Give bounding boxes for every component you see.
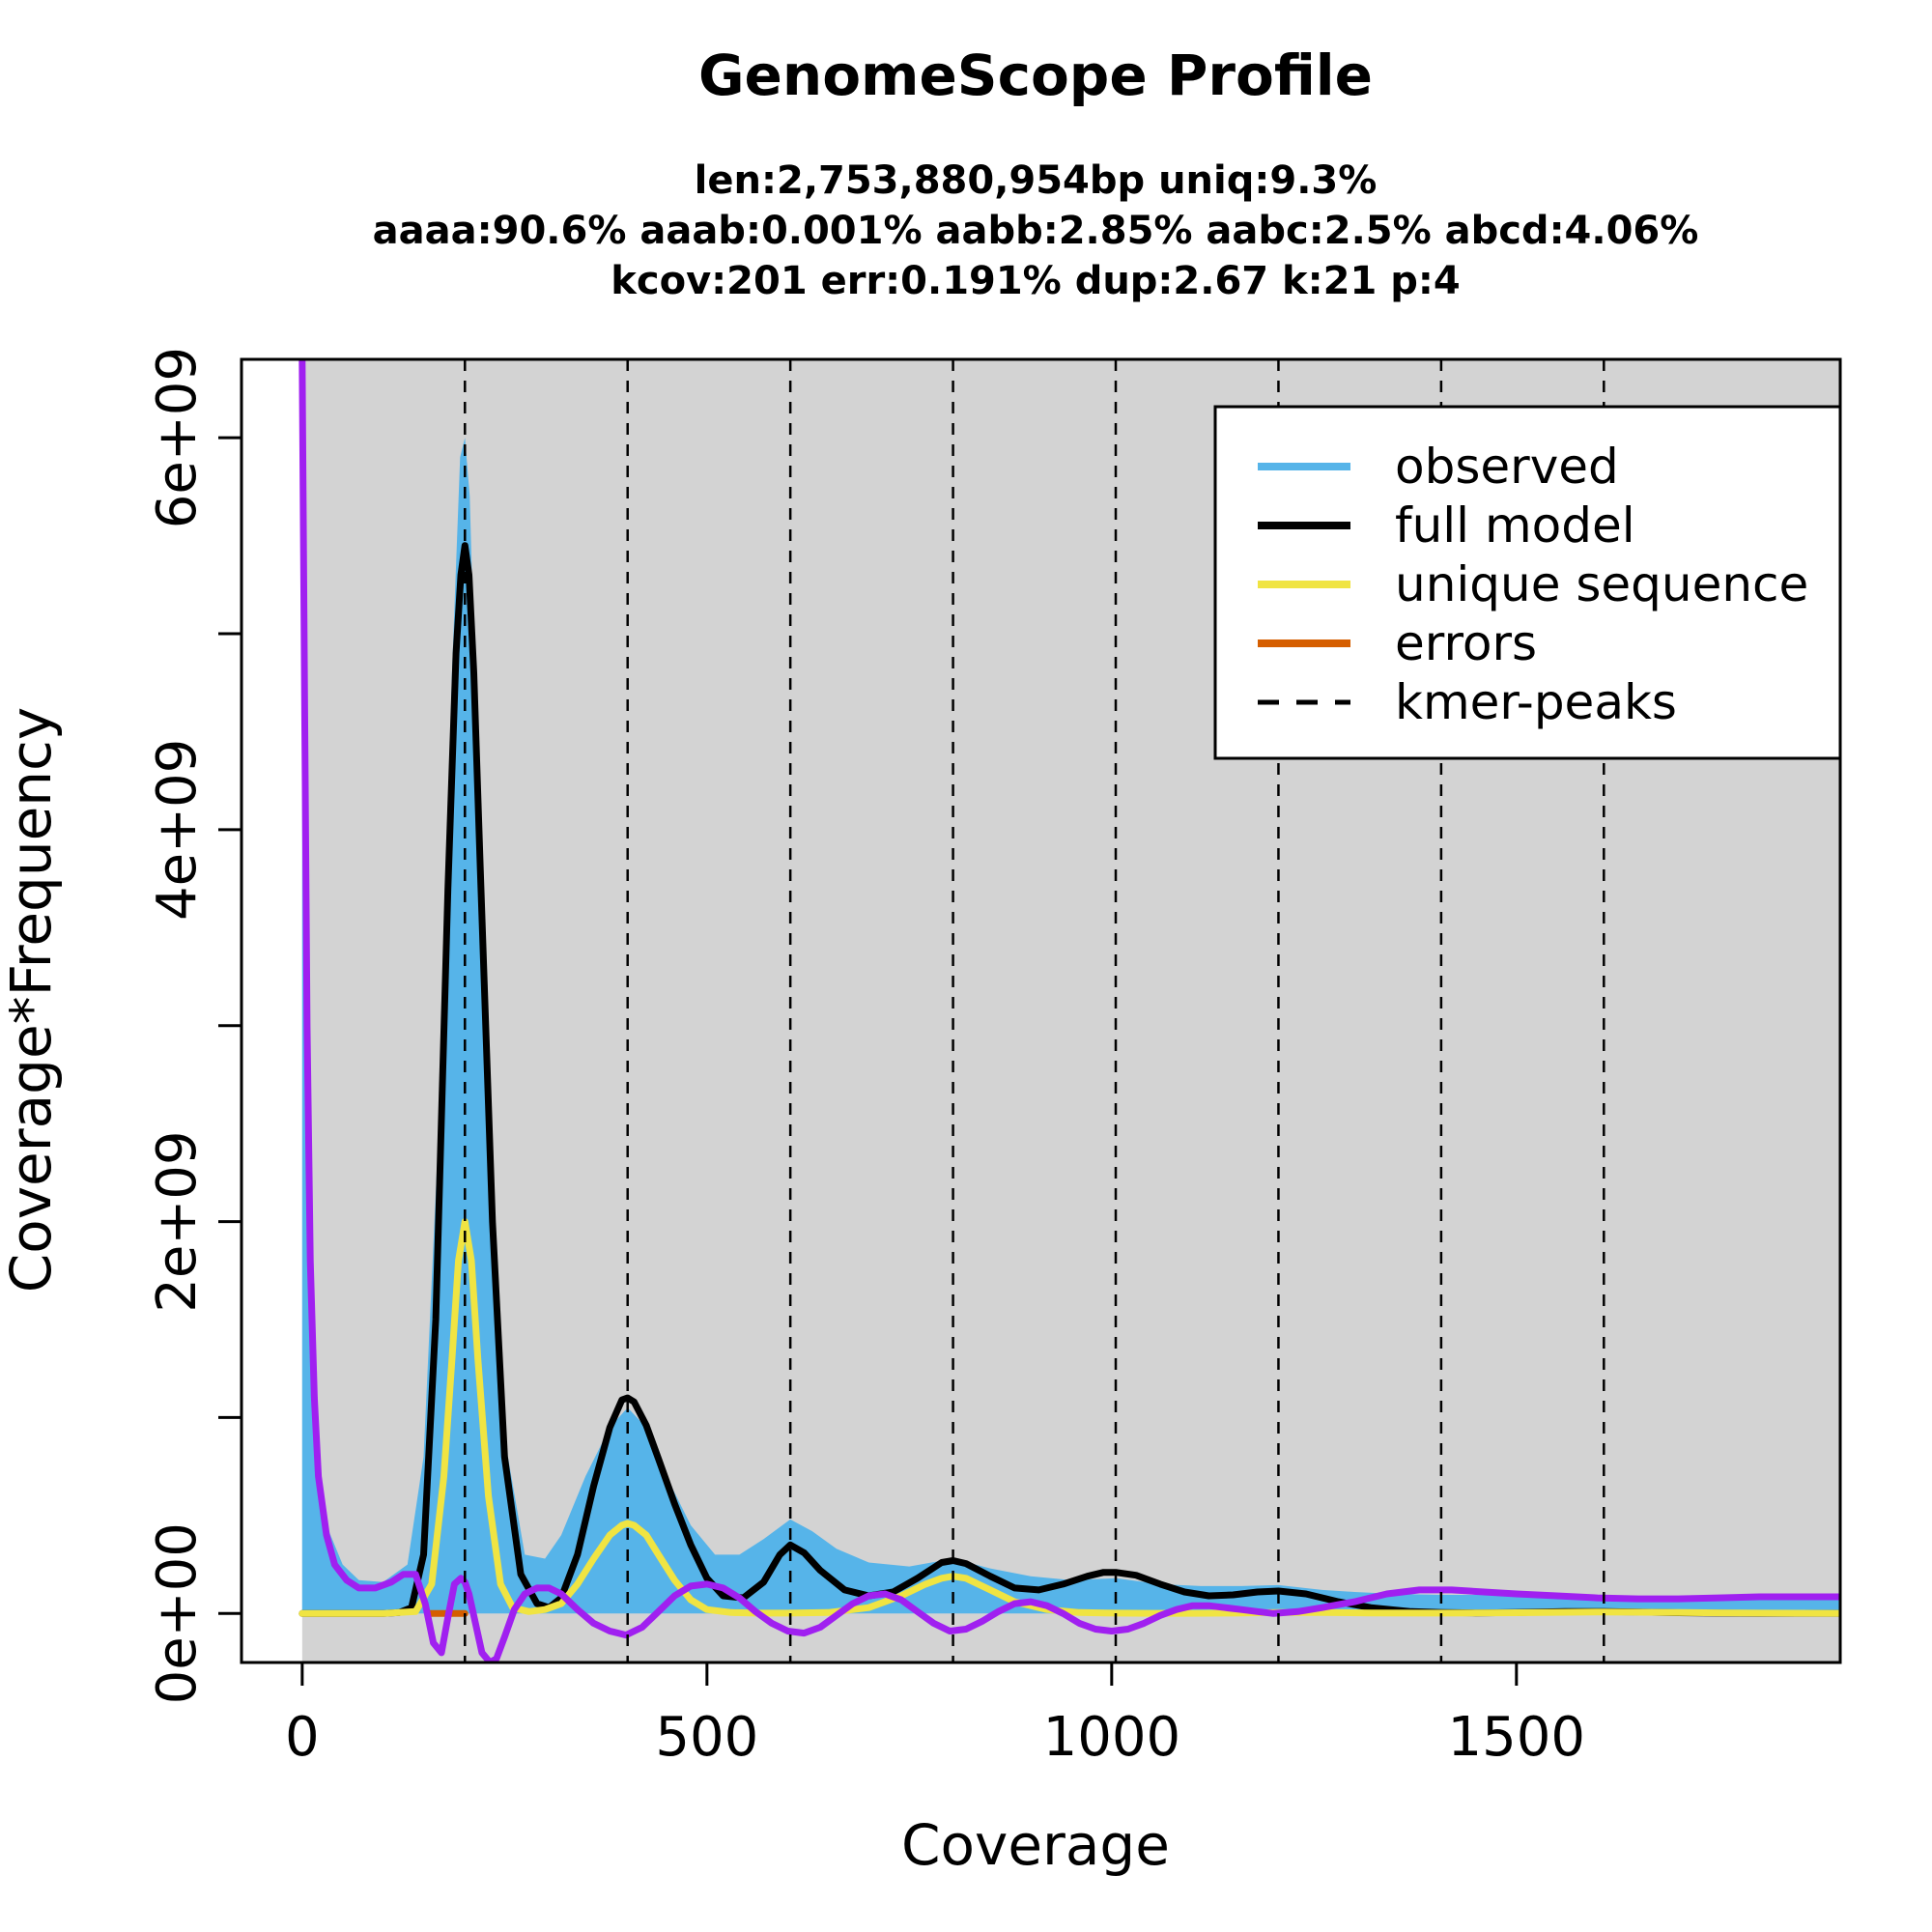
legend-label: observed — [1395, 439, 1619, 495]
series-unique-sequence-line — [298, 1218, 1840, 1617]
legend-label: full model — [1395, 497, 1635, 554]
series-full-model-line — [298, 542, 1840, 1617]
y-axis-label: Coverage*Frequency — [0, 707, 64, 1293]
y-tick-label: 2e+09 — [146, 1130, 209, 1312]
series-layer — [298, 359, 1840, 1662]
x-tick-label: 1000 — [1043, 1706, 1181, 1769]
y-axis: 0e+00 2e+09 4e+09 6e+09 — [146, 347, 242, 1704]
y-tick-label: 0e+00 — [146, 1522, 209, 1704]
series-observed-area — [301, 359, 1840, 1614]
x-tick-label: 500 — [655, 1706, 758, 1769]
subtitle-line-2: aaaa:90.6% aaab:0.001% aabb:2.85% aabc:2… — [373, 209, 1699, 253]
chart-title: GenomeScope Profile — [698, 43, 1373, 108]
x-axis-label: Coverage — [901, 1812, 1170, 1878]
legend-label: kmer-peaks — [1395, 674, 1677, 730]
series-unlabeled-4-line — [298, 359, 1840, 1662]
legend-label: errors — [1395, 615, 1537, 671]
x-axis: 0 500 1000 1500 — [285, 1662, 1585, 1769]
subtitle-line-3: kcov:201 err:0.191% dup:2.67 k:21 p:4 — [611, 259, 1460, 303]
x-tick-label: 1500 — [1448, 1706, 1586, 1769]
x-tick-label: 0 — [285, 1706, 320, 1769]
y-tick-label: 4e+09 — [146, 739, 209, 921]
legend-label: unique sequence — [1395, 556, 1808, 612]
plot-frame — [240, 357, 1842, 1664]
y-tick-label: 6e+09 — [146, 347, 209, 528]
subtitle-line-1: len:2,753,880,954bp uniq:9.3% — [695, 158, 1378, 203]
